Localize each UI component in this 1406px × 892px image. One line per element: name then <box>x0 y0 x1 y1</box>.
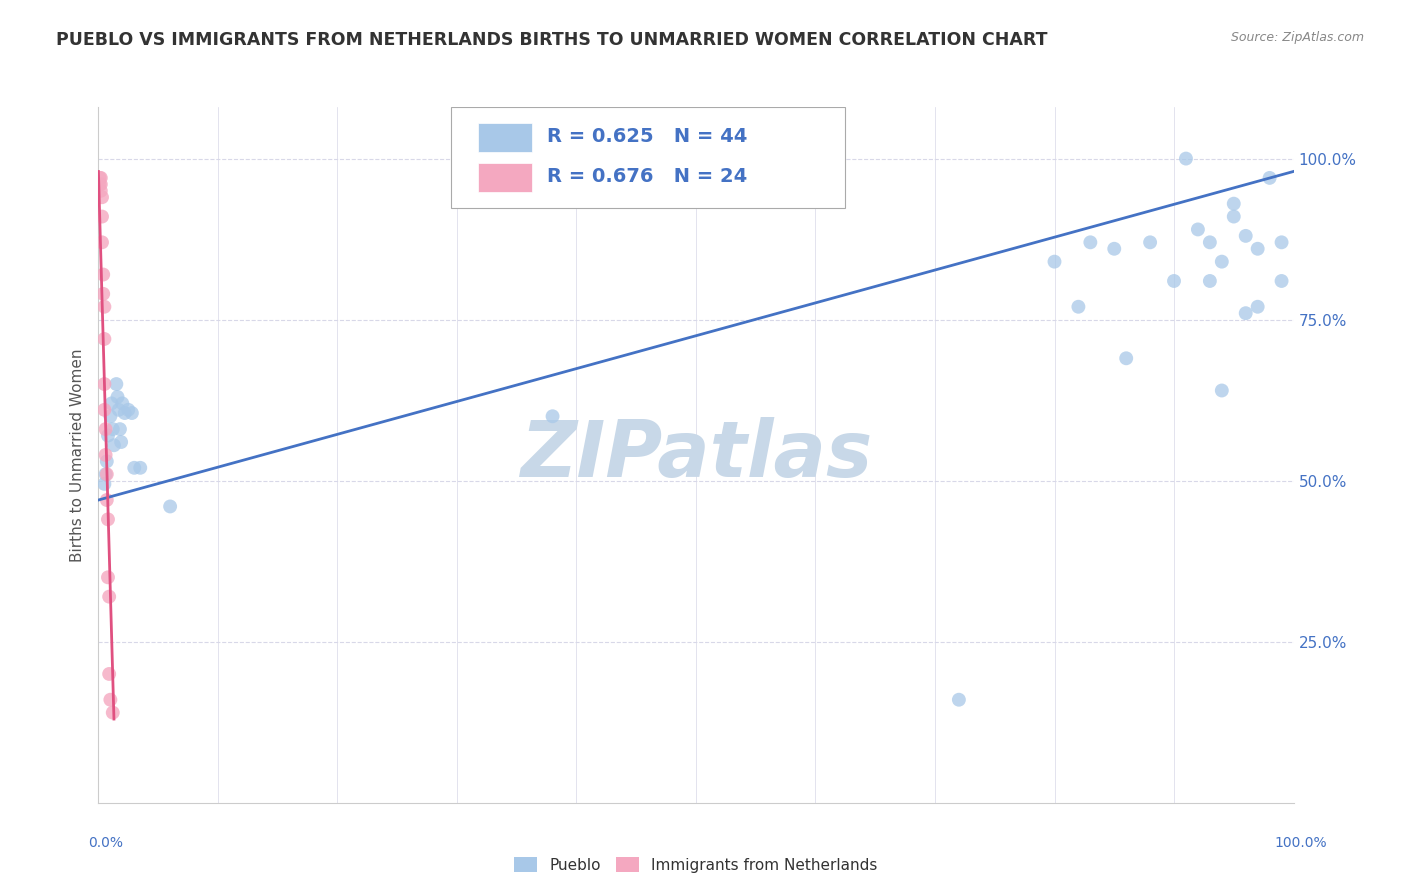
Point <box>100 396 122 410</box>
Text: PUEBLO VS IMMIGRANTS FROM NETHERLANDS BIRTHS TO UNMARRIED WOMEN CORRELATION CHAR: PUEBLO VS IMMIGRANTS FROM NETHERLANDS BI… <box>56 31 1047 49</box>
Point <box>948 692 970 706</box>
Point <box>1102 242 1125 256</box>
Point <box>1211 254 1233 268</box>
Point <box>1234 228 1257 243</box>
Point <box>101 422 124 436</box>
Text: 100.0%: 100.0% <box>1274 836 1327 850</box>
Point <box>1246 242 1268 256</box>
Text: ZIPatlas: ZIPatlas <box>520 417 872 493</box>
Point <box>96 454 118 468</box>
Point <box>91 210 114 224</box>
Point <box>105 377 128 392</box>
Point <box>1198 274 1220 288</box>
Text: 0.0%: 0.0% <box>89 836 122 850</box>
Point <box>1271 235 1294 250</box>
FancyBboxPatch shape <box>451 107 845 208</box>
Point <box>98 692 122 706</box>
Point <box>90 170 112 185</box>
Point <box>97 428 120 442</box>
Point <box>111 396 134 410</box>
Point <box>93 332 115 346</box>
Point <box>107 390 129 404</box>
Bar <box>478 162 533 192</box>
Point <box>1198 235 1220 250</box>
Point <box>91 286 114 301</box>
Point <box>96 467 118 482</box>
Point <box>114 406 136 420</box>
Point <box>1175 152 1198 166</box>
Point <box>1139 235 1161 250</box>
Point <box>108 422 131 436</box>
Point <box>93 377 115 392</box>
Point <box>91 235 114 250</box>
Point <box>98 409 122 424</box>
Point <box>97 570 120 584</box>
Point <box>1246 300 1268 314</box>
Point <box>129 460 152 475</box>
Point <box>159 500 181 514</box>
Point <box>98 590 121 604</box>
Text: R = 0.676   N = 24: R = 0.676 N = 24 <box>547 167 747 186</box>
Point <box>101 706 124 720</box>
Point <box>97 512 120 526</box>
Point <box>103 438 125 452</box>
Point <box>89 170 111 185</box>
Text: R = 0.625   N = 44: R = 0.625 N = 44 <box>547 128 747 146</box>
Point <box>1043 254 1066 268</box>
Point <box>94 422 117 436</box>
Point <box>117 402 139 417</box>
Y-axis label: Births to Unmarried Women: Births to Unmarried Women <box>69 348 84 562</box>
Point <box>90 184 112 198</box>
Point <box>1163 274 1185 288</box>
Point <box>1222 196 1246 211</box>
Point <box>121 406 143 420</box>
Point <box>1211 384 1233 398</box>
Point <box>1222 210 1246 224</box>
Point <box>110 435 132 450</box>
Point <box>94 448 117 462</box>
Point <box>541 409 564 424</box>
Point <box>107 402 129 417</box>
Point <box>91 190 114 204</box>
Point <box>93 476 115 491</box>
Text: Source: ZipAtlas.com: Source: ZipAtlas.com <box>1230 31 1364 45</box>
Point <box>91 268 114 282</box>
Point <box>1187 222 1209 236</box>
Point <box>89 178 111 192</box>
Point <box>90 178 112 192</box>
Point <box>98 667 121 681</box>
Point <box>93 402 115 417</box>
Point <box>1258 170 1281 185</box>
Bar <box>478 123 533 153</box>
Point <box>96 493 118 508</box>
Point <box>1115 351 1137 366</box>
Point <box>1234 306 1257 320</box>
Point <box>93 300 115 314</box>
Point <box>1067 300 1090 314</box>
Point <box>1080 235 1102 250</box>
Legend: Pueblo, Immigrants from Netherlands: Pueblo, Immigrants from Netherlands <box>508 850 884 879</box>
Point <box>124 460 146 475</box>
Point <box>1271 274 1294 288</box>
Point <box>94 467 117 482</box>
